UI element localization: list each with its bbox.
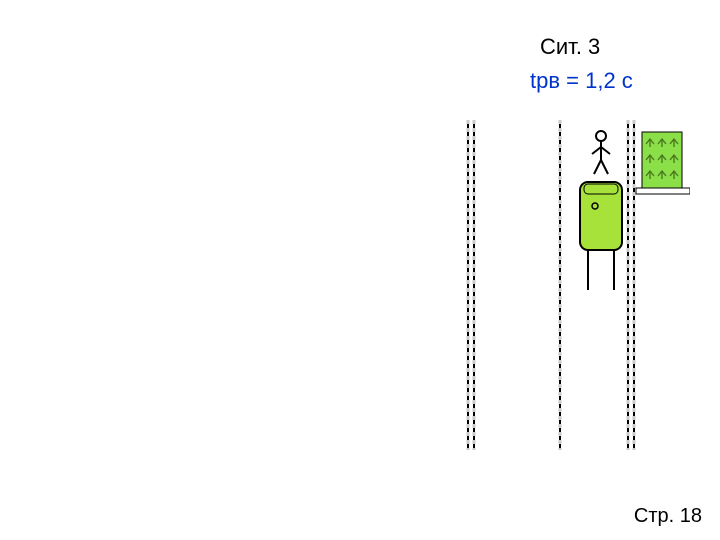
- road-diagram: [440, 120, 690, 450]
- page-number: Стр. 18: [634, 505, 702, 528]
- road-diagram-svg: [440, 120, 690, 450]
- pedestrian-icon: [592, 131, 610, 174]
- reaction-time-label: tрв = 1,2 с: [530, 68, 633, 94]
- situation-label: Сит. 3: [540, 34, 600, 60]
